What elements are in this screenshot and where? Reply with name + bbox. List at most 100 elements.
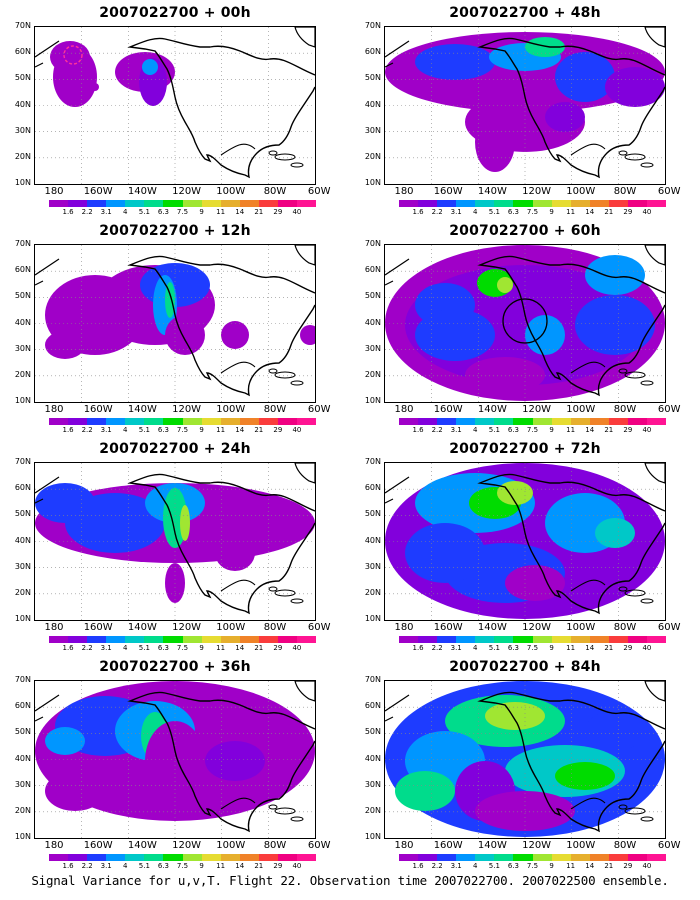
latitude-label: 50N	[14, 73, 31, 83]
longitude-label: 100W	[216, 622, 246, 633]
colorbar-label: 14	[235, 644, 245, 652]
colorbar-swatch	[475, 636, 495, 643]
colorbar-swatch	[437, 636, 457, 643]
coastline	[290, 162, 304, 168]
colorbar	[399, 200, 667, 207]
colorbar-label: 9	[199, 208, 204, 216]
colorbar-swatch	[456, 636, 476, 643]
variance-contour	[165, 282, 175, 318]
longitude-label: 180	[44, 622, 64, 633]
variance-contour	[555, 52, 615, 102]
colorbar-label: 7.5	[176, 862, 189, 870]
colorbar-label: 1.6	[412, 208, 424, 216]
coastline	[385, 694, 410, 722]
colorbar-swatch	[570, 200, 590, 207]
colorbar-label: 5.1	[138, 426, 150, 434]
colorbar-label: 29	[623, 208, 633, 216]
colorbar-swatch	[125, 418, 145, 425]
coastline	[477, 691, 665, 833]
coastline	[274, 807, 296, 815]
colorbar-swatch	[68, 200, 88, 207]
panel-title: 2007022700 + 72h	[449, 441, 601, 457]
colorbar-swatch	[277, 200, 298, 207]
colorbar-label: 5.1	[488, 426, 500, 434]
colorbar-swatch	[589, 854, 609, 861]
colorbar-swatch	[551, 418, 571, 425]
colorbar-swatch	[513, 200, 533, 207]
colorbar-swatch	[106, 418, 126, 425]
longitude-label: 100W	[566, 186, 596, 197]
colorbar-label: 14	[585, 644, 595, 652]
colorbar-label: 7.5	[176, 208, 189, 216]
longitude-label: 80W	[613, 186, 637, 197]
longitude-label: 60W	[657, 622, 681, 633]
colorbar-swatch	[532, 854, 552, 861]
colorbar-label: 29	[623, 862, 633, 870]
coastline	[274, 153, 296, 161]
coastline	[477, 255, 665, 397]
colorbar-label: 14	[235, 426, 245, 434]
latitude-label: 20N	[364, 587, 381, 597]
colorbar-label: 5.1	[138, 862, 150, 870]
coastline	[644, 27, 665, 48]
colorbar-label: 6.3	[507, 862, 519, 870]
colorbar-swatch	[647, 200, 667, 207]
coastline	[618, 150, 628, 156]
coastline	[640, 598, 654, 604]
colorbar-swatch	[418, 854, 438, 861]
longitude-label: 160W	[433, 840, 463, 851]
coastline	[35, 40, 60, 68]
coastline	[220, 579, 256, 592]
colorbar-swatch	[201, 854, 221, 861]
colorbar-label: 29	[273, 644, 283, 652]
longitude-label: 60W	[307, 840, 331, 851]
colorbar-swatch	[475, 854, 495, 861]
longitude-label: 100W	[566, 622, 596, 633]
colorbar-swatch	[277, 418, 298, 425]
variance-contour	[525, 315, 565, 355]
latitude-label: 30N	[14, 125, 31, 135]
latitude-label: 70N	[364, 239, 381, 248]
colorbar-swatch	[513, 418, 533, 425]
colorbar-swatch	[570, 418, 590, 425]
map-panel-p60: 2007022700 + 60h 70N 60N 50N 40N 30N 20N 10N 180…	[350, 223, 681, 434]
latitude-label: 20N	[364, 151, 381, 161]
colorbar-swatch	[494, 854, 514, 861]
longitude-label: 160W	[433, 404, 463, 415]
longitude-label: 160W	[83, 186, 113, 197]
coastline	[294, 463, 315, 484]
variance-contour	[405, 523, 485, 583]
map-frame	[34, 680, 316, 839]
colorbar-label: 5.1	[138, 208, 150, 216]
latitude-label: 10N	[364, 178, 381, 187]
coastline	[640, 380, 654, 386]
colorbar-label: 2.2	[81, 426, 93, 434]
colorbar-swatch	[106, 200, 126, 207]
colorbar-label: 29	[273, 426, 283, 434]
latitude-label: 10N	[364, 832, 381, 841]
coastline	[624, 807, 646, 815]
variance-contour	[50, 41, 90, 73]
colorbar-swatch	[258, 200, 278, 207]
coastline	[274, 371, 296, 379]
coastline	[618, 586, 628, 592]
latitude-label: 10N	[14, 396, 31, 405]
colorbar-label: 14	[585, 426, 595, 434]
variance-contour	[221, 321, 249, 349]
colorbar-label: 3.1	[450, 208, 462, 216]
variance-contour	[300, 325, 315, 345]
colorbar-label: 9	[549, 426, 554, 434]
longitude-label: 140W	[477, 404, 507, 415]
colorbar-swatch	[68, 636, 88, 643]
colorbar-swatch	[647, 418, 667, 425]
colorbar-label: 40	[642, 208, 652, 216]
longitude-label: 60W	[307, 186, 331, 197]
map-frame	[34, 244, 316, 403]
coastline	[268, 368, 278, 374]
latitude-label: 40N	[14, 99, 31, 109]
colorbar-swatch	[258, 854, 278, 861]
longitude-label: 80W	[613, 840, 637, 851]
latitude-label: 60N	[364, 701, 381, 711]
colorbar-label: 4	[123, 644, 128, 652]
colorbar-swatch	[49, 854, 69, 861]
